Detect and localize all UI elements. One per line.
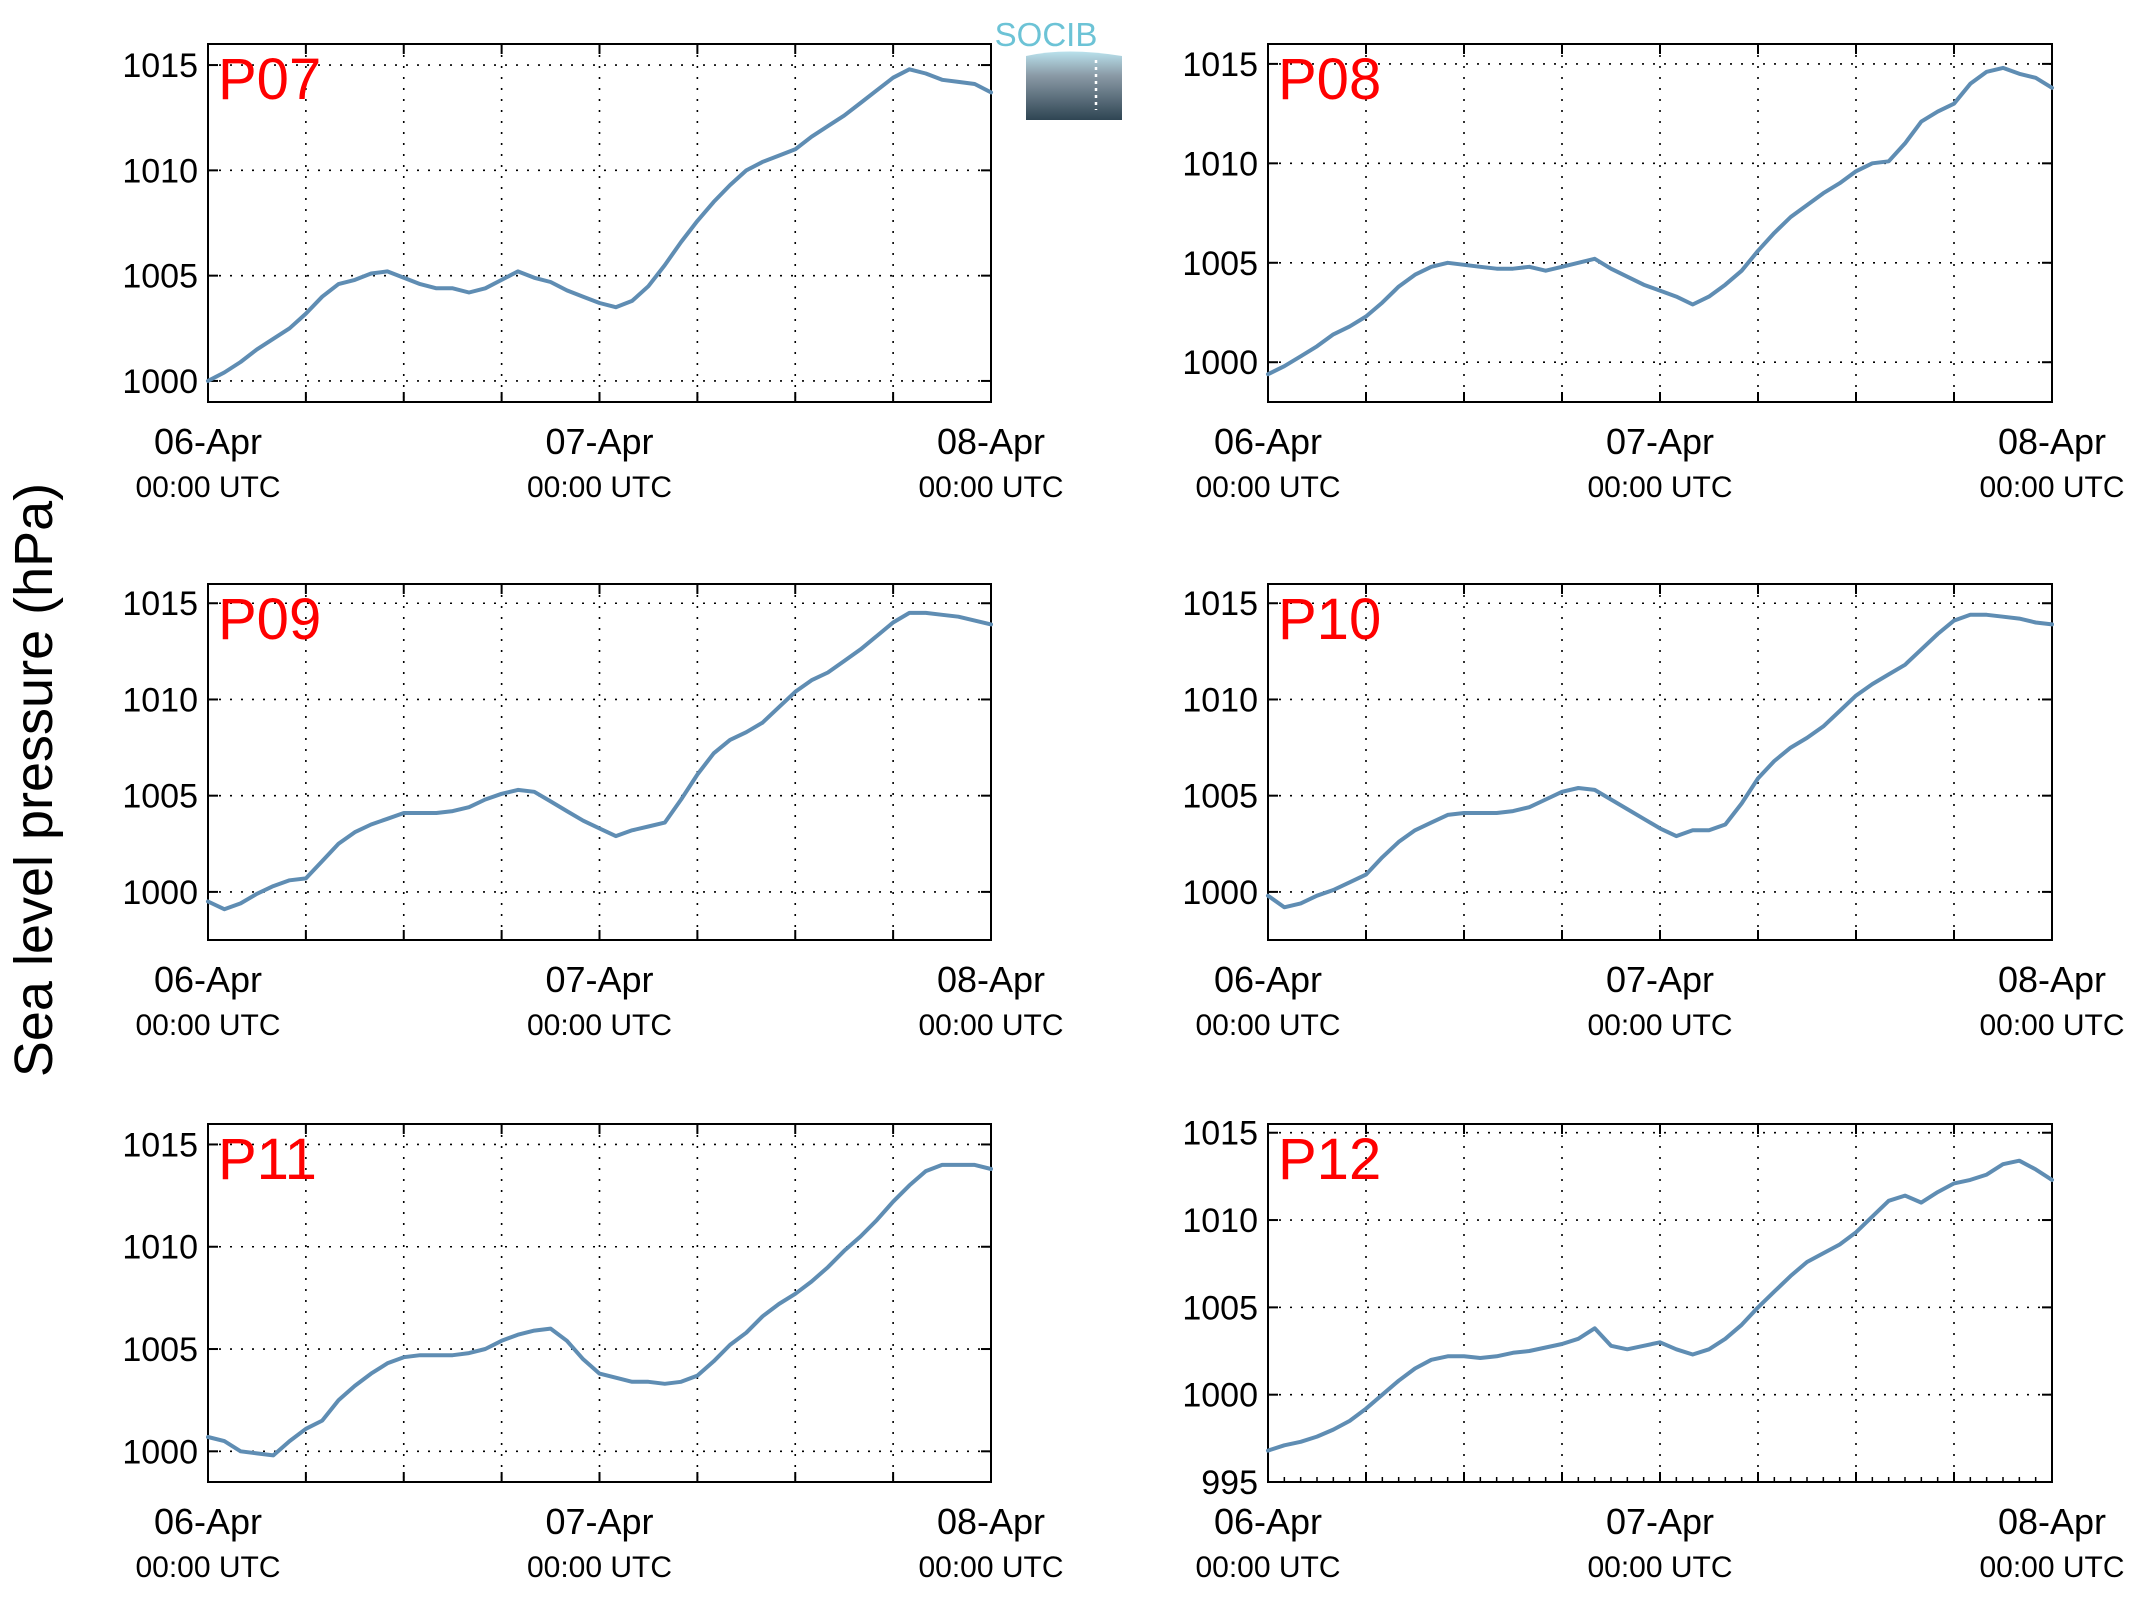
y-tick-label: 1005 xyxy=(122,778,198,816)
x-tick-label-date: 06-Apr xyxy=(154,1501,262,1542)
logo-text: SOCIB xyxy=(995,16,1098,53)
y-tick-label: 1010 xyxy=(122,1229,198,1267)
x-tick-label-date: 08-Apr xyxy=(1998,421,2106,462)
x-tick-label-time: 00:00 UTC xyxy=(1587,1551,1732,1584)
x-tick-label-time: 00:00 UTC xyxy=(135,1009,280,1042)
pressure-series-line xyxy=(206,67,993,383)
x-tick-label-date: 08-Apr xyxy=(937,959,1045,1000)
x-tick-label-date: 07-Apr xyxy=(1606,959,1714,1000)
panel-label: P11 xyxy=(218,1127,317,1192)
x-tick-label-time: 00:00 UTC xyxy=(527,1009,672,1042)
x-tick-label-date: 06-Apr xyxy=(1214,1501,1322,1542)
x-tick-label-date: 08-Apr xyxy=(1998,1501,2106,1542)
y-tick-label: 1010 xyxy=(1182,145,1258,183)
y-tick-label: 1015 xyxy=(1182,1115,1258,1153)
x-tick-label-time: 00:00 UTC xyxy=(135,1551,280,1584)
x-tick-label-date: 07-Apr xyxy=(545,959,653,1000)
y-tick-label: 1010 xyxy=(1182,1202,1258,1240)
x-tick-label-date: 07-Apr xyxy=(545,1501,653,1542)
x-tick-label-time: 00:00 UTC xyxy=(1587,1009,1732,1042)
pressure-series-line xyxy=(1266,65,2054,377)
panel-label: P10 xyxy=(1278,587,1381,652)
x-tick-label-time: 00:00 UTC xyxy=(1195,471,1340,504)
x-tick-label-date: 07-Apr xyxy=(1606,1501,1714,1542)
x-tick-label-time: 00:00 UTC xyxy=(527,471,672,504)
y-tick-label: 1010 xyxy=(122,681,198,719)
panel-label: P08 xyxy=(1278,47,1381,112)
x-tick-label-date: 07-Apr xyxy=(545,421,653,462)
x-tick-label-time: 00:00 UTC xyxy=(1979,471,2124,504)
chart-panels: 1000 1005 1010 1015 06-Apr 00:00 UTC 07-Apr 00:… xyxy=(122,43,2125,1584)
x-tick-label-time: 00:00 UTC xyxy=(1587,471,1732,504)
pressure-series-line xyxy=(1266,612,2054,910)
panel-p07: 1000 1005 1010 1015 06-Apr 00:00 UTC 07-Apr 00:… xyxy=(122,43,1064,504)
y-axis-label: Sea level pressure (hPa) xyxy=(4,483,64,1077)
x-tick-label-date: 06-Apr xyxy=(1214,421,1322,462)
y-tick-label: 1005 xyxy=(1182,245,1258,283)
socib-logo: SOCIB xyxy=(995,16,1122,120)
y-tick-label: 1005 xyxy=(1182,778,1258,816)
x-tick-label-date: 06-Apr xyxy=(154,421,262,462)
pressure-series-line xyxy=(1266,1158,2054,1453)
panel-p08: 1000 1005 1010 1015 06-Apr 00:00 UTC 07-Apr 00:… xyxy=(1182,43,2125,504)
panel-p09: 1000 1005 1010 1015 06-Apr 00:00 UTC 07-Apr 00:… xyxy=(122,583,1064,1042)
y-tick-label: 1005 xyxy=(122,258,198,296)
y-tick-label: 995 xyxy=(1201,1464,1258,1502)
panel-p11: 1000 1005 1010 1015 06-Apr 00:00 UTC 07-Apr 00:… xyxy=(122,1123,1064,1584)
x-tick-label-time: 00:00 UTC xyxy=(1195,1009,1340,1042)
x-tick-label-time: 00:00 UTC xyxy=(1979,1551,2124,1584)
x-tick-label-time: 00:00 UTC xyxy=(527,1551,672,1584)
y-tick-label: 1005 xyxy=(1182,1289,1258,1327)
axes-frame xyxy=(207,1123,992,1483)
y-tick-label: 1010 xyxy=(122,152,198,190)
y-tick-label: 1000 xyxy=(122,874,198,912)
y-tick-label: 1000 xyxy=(1182,874,1258,912)
x-tick-label-time: 00:00 UTC xyxy=(918,1009,1063,1042)
panel-p12: 995 1000 1005 1010 1015 06-Apr 00:00 UTC 07-Apr… xyxy=(1182,1115,2124,1584)
x-tick-label-time: 00:00 UTC xyxy=(1195,1551,1340,1584)
logo-wave-mark xyxy=(1026,51,1122,120)
axes-frame xyxy=(207,43,992,403)
y-tick-label: 1000 xyxy=(1182,1377,1258,1415)
y-tick-label: 1000 xyxy=(1182,344,1258,382)
y-tick-label: 1005 xyxy=(122,1331,198,1369)
x-tick-label-time: 00:00 UTC xyxy=(135,471,280,504)
pressure-series-line xyxy=(206,610,993,912)
y-tick-label: 1015 xyxy=(1182,585,1258,623)
panel-label: P12 xyxy=(1278,1127,1381,1192)
x-tick-label-time: 00:00 UTC xyxy=(918,1551,1063,1584)
pressure-series-line xyxy=(206,1162,993,1458)
y-tick-label: 1000 xyxy=(122,1433,198,1471)
y-tick-label: 1000 xyxy=(122,363,198,401)
y-tick-label: 1010 xyxy=(1182,681,1258,719)
panel-label: P07 xyxy=(218,47,321,112)
y-tick-label: 1015 xyxy=(122,585,198,623)
x-tick-label-date: 08-Apr xyxy=(937,1501,1045,1542)
panel-p10: 1000 1005 1010 1015 06-Apr 00:00 UTC 07-Apr 00:… xyxy=(1182,583,2125,1042)
y-tick-label: 1015 xyxy=(122,47,198,85)
x-tick-label-time: 00:00 UTC xyxy=(1979,1009,2124,1042)
x-tick-label-date: 07-Apr xyxy=(1606,421,1714,462)
axes-frame xyxy=(1267,1123,2053,1483)
x-tick-label-date: 06-Apr xyxy=(1214,959,1322,1000)
axes-frame xyxy=(1267,43,2053,403)
x-tick-label-date: 06-Apr xyxy=(154,959,262,1000)
y-tick-label: 1015 xyxy=(122,1126,198,1164)
y-tick-label: 1015 xyxy=(1182,46,1258,84)
x-tick-label-date: 08-Apr xyxy=(937,421,1045,462)
x-tick-label-time: 00:00 UTC xyxy=(918,471,1063,504)
x-tick-label-date: 08-Apr xyxy=(1998,959,2106,1000)
panel-label: P09 xyxy=(218,587,321,652)
